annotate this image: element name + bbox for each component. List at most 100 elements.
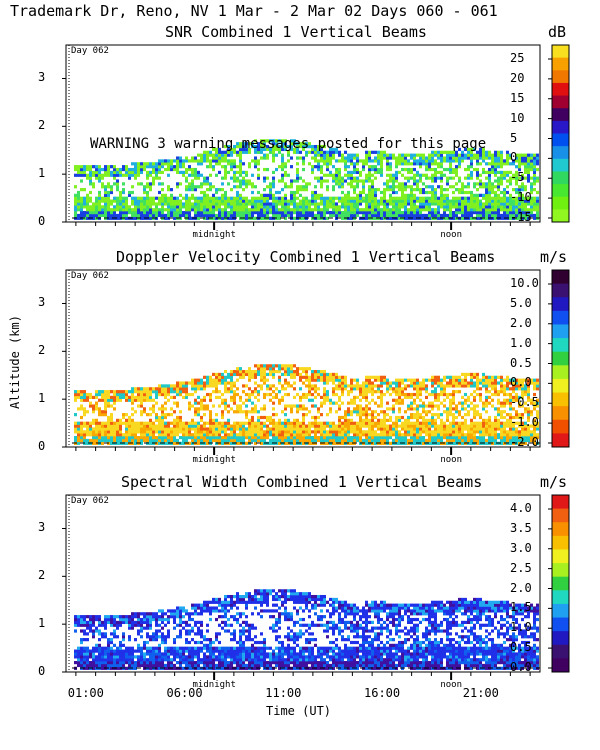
heatmap-cell <box>152 427 155 431</box>
heatmap-cell <box>368 413 371 417</box>
heatmap-cell <box>437 199 440 203</box>
heatmap-cell <box>380 162 383 166</box>
heatmap-cell <box>374 401 377 405</box>
heatmap-cell <box>506 401 509 405</box>
heatmap-cell <box>272 139 275 143</box>
heatmap-cell <box>473 413 476 417</box>
heatmap-cell <box>110 210 113 215</box>
heatmap-cell <box>134 430 137 434</box>
heatmap-cell <box>371 188 374 192</box>
heatmap-cell <box>239 372 242 377</box>
heatmap-cell <box>371 427 374 431</box>
heatmap-cell <box>443 384 446 388</box>
heatmap-cell <box>215 421 218 425</box>
heatmap-cell <box>440 433 443 437</box>
heatmap-cell <box>176 162 179 166</box>
heatmap-cell <box>221 424 224 428</box>
heatmap-cell <box>146 390 149 394</box>
heatmap-cell <box>89 401 92 405</box>
heatmap-cell <box>284 210 287 215</box>
heatmap-cell <box>293 199 296 203</box>
heatmap-cell <box>401 387 404 391</box>
heatmap-cell <box>401 188 404 192</box>
heatmap-cell <box>188 424 191 428</box>
heatmap-cell <box>146 430 149 434</box>
heatmap-cell <box>281 367 284 371</box>
heatmap-cell <box>182 387 185 391</box>
heatmap-cell <box>431 202 434 206</box>
heatmap-cell <box>311 424 314 428</box>
heatmap-cell <box>272 418 275 422</box>
heatmap-cell <box>317 372 320 377</box>
heatmap-cell <box>422 418 425 422</box>
heatmap-cell <box>284 205 287 209</box>
heatmap-cell <box>254 369 257 374</box>
heatmap-cell <box>485 404 488 408</box>
heatmap-cell <box>455 381 458 385</box>
heatmap-cell <box>95 199 98 203</box>
heatmap-cell <box>338 375 341 379</box>
heatmap-cell <box>413 159 416 163</box>
heatmap-cell <box>266 387 269 391</box>
heatmap-cell <box>374 165 377 169</box>
heatmap-cell <box>341 438 344 443</box>
heatmap-cell <box>344 156 347 160</box>
heatmap-cell <box>524 202 527 206</box>
heatmap-cell <box>158 415 161 420</box>
heatmap-cell <box>200 407 203 411</box>
heatmap-cell <box>476 410 479 414</box>
heatmap-cell <box>515 179 518 183</box>
heatmap-cell <box>371 438 374 443</box>
heatmap-cell <box>86 424 89 428</box>
heatmap-cell <box>302 413 305 417</box>
heatmap-cell <box>413 378 416 382</box>
heatmap-cell <box>476 199 479 203</box>
heatmap-cell <box>170 162 173 166</box>
heatmap-cell <box>116 433 119 437</box>
heatmap-cell <box>164 213 167 218</box>
heatmap-cell <box>308 387 311 391</box>
heatmap-cell <box>272 384 275 388</box>
heatmap-cell <box>167 384 170 388</box>
heatmap-cell <box>383 433 386 437</box>
heatmap-cell <box>125 438 128 443</box>
heatmap-cell <box>365 384 368 388</box>
heatmap-cell <box>182 441 185 445</box>
heatmap-cell <box>179 424 182 428</box>
heatmap-cell <box>98 433 101 437</box>
heatmap-cell <box>509 205 512 209</box>
heatmap-cell <box>509 193 512 197</box>
heatmap-cell <box>104 410 107 414</box>
heatmap-cell <box>299 430 302 434</box>
heatmap-cell <box>431 185 434 189</box>
heatmap-cell <box>92 441 95 445</box>
heatmap-cell <box>500 424 503 428</box>
heatmap-cell <box>509 210 512 215</box>
heatmap-cell <box>284 407 287 411</box>
heatmap-cell <box>83 205 86 209</box>
heatmap-cell <box>398 407 401 411</box>
heatmap-cell <box>476 182 479 186</box>
heatmap-cell <box>506 185 509 189</box>
heatmap-cell <box>335 159 338 163</box>
heatmap-cell <box>389 430 392 434</box>
heatmap-cell <box>374 199 377 203</box>
heatmap-cell <box>206 193 209 197</box>
heatmap-cell <box>221 188 224 192</box>
heatmap-cell <box>218 147 221 152</box>
heatmap-cell <box>230 159 233 163</box>
heatmap-cell <box>401 213 404 218</box>
heatmap-cell <box>167 173 170 177</box>
heatmap-cell <box>110 216 113 220</box>
heatmap-cell <box>455 208 458 212</box>
heatmap-cell <box>443 199 446 203</box>
heatmap-cell <box>281 167 284 172</box>
heatmap-cell <box>278 216 281 220</box>
heatmap-cell <box>266 430 269 434</box>
heatmap-cell <box>167 185 170 189</box>
heatmap-cell <box>77 435 80 440</box>
heatmap-cell <box>263 392 266 397</box>
heatmap-cell <box>128 424 131 428</box>
heatmap-cell <box>398 398 401 402</box>
heatmap-cell <box>389 418 392 422</box>
